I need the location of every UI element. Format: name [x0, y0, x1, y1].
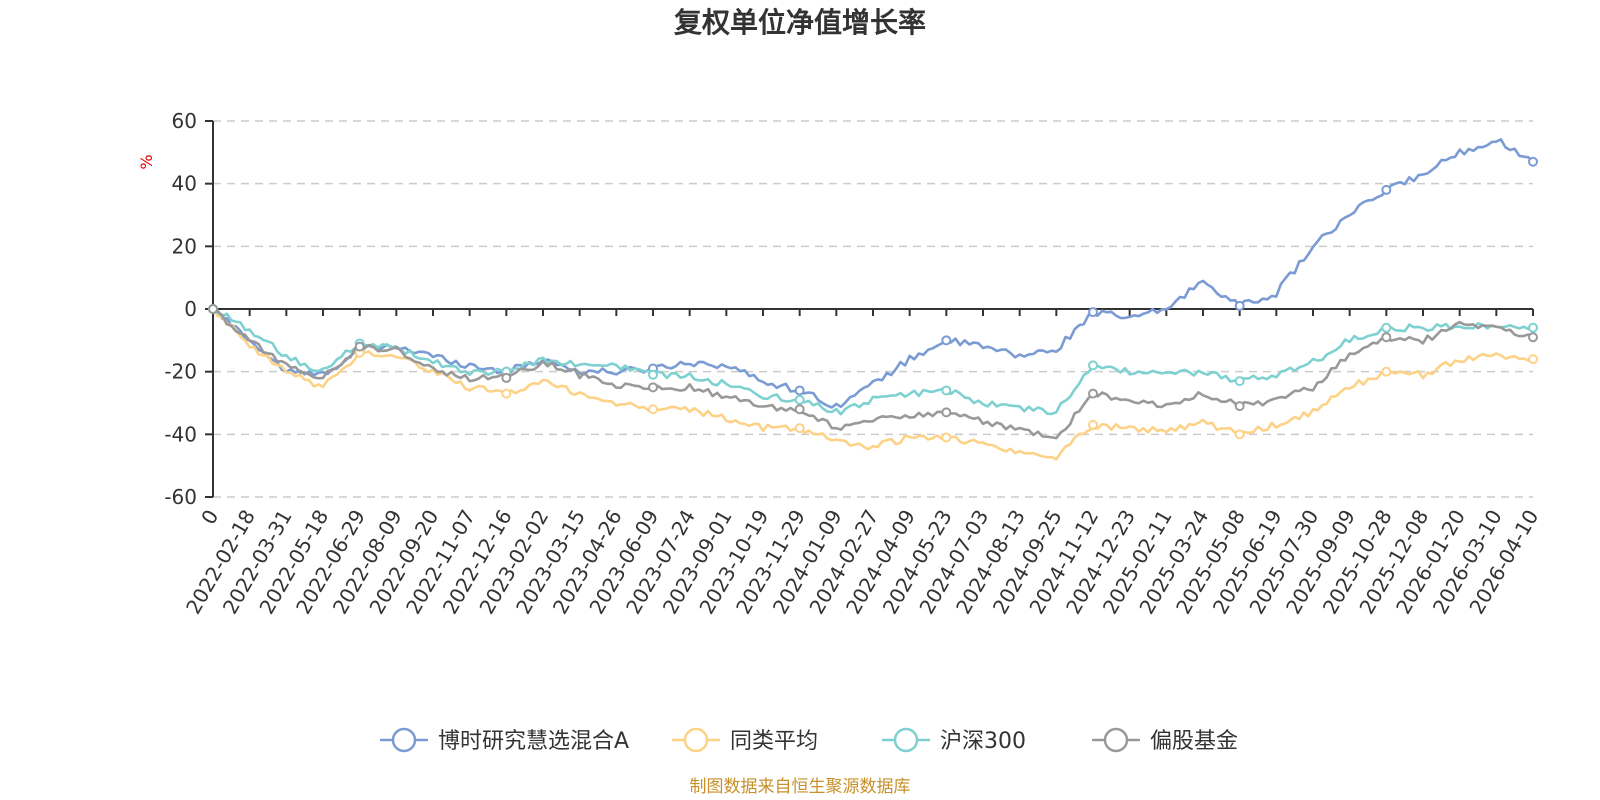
- x-tick-label: 0: [196, 506, 223, 529]
- y-axis-unit: %: [137, 154, 156, 169]
- y-tick-label: 20: [172, 234, 197, 258]
- series-point: [941, 385, 952, 396]
- legend-item[interactable]: 同类平均: [672, 727, 818, 754]
- series-point: [1381, 332, 1392, 343]
- series-line: [212, 138, 1534, 409]
- series-point: [1234, 300, 1245, 311]
- series-point: [941, 407, 952, 418]
- series-point: [1528, 332, 1538, 343]
- legend-label: 沪深300: [940, 729, 1026, 754]
- series-lines: [208, 138, 1538, 461]
- legend-label: 偏股基金: [1150, 729, 1238, 754]
- chart-title: 复权单位净值增长率: [674, 6, 926, 39]
- legend-item[interactable]: 博时研究慧选混合A: [380, 727, 629, 754]
- y-tick-label: 0: [184, 297, 197, 321]
- series-point: [1381, 322, 1392, 333]
- series-point: [1234, 401, 1245, 412]
- y-tick-label: -40: [164, 422, 197, 446]
- series-point: [354, 341, 365, 352]
- series-point: [1088, 360, 1098, 371]
- series-line: [211, 308, 1534, 461]
- legend[interactable]: 博时研究慧选混合A 同类平均 沪深300 偏股基金: [380, 727, 1238, 754]
- y-tick-label: 40: [172, 172, 197, 196]
- series-point: [1381, 184, 1392, 195]
- series-point: [1528, 354, 1538, 365]
- series-point: [648, 404, 658, 415]
- legend-label: 同类平均: [730, 729, 818, 754]
- legend-item[interactable]: 沪深300: [882, 727, 1026, 754]
- series-point: [1088, 388, 1098, 399]
- series-point: [1528, 156, 1538, 167]
- y-tick-label: -20: [164, 360, 197, 384]
- series-point: [1088, 307, 1098, 318]
- legend-marker: [391, 727, 417, 753]
- legend-item[interactable]: 偏股基金: [1092, 727, 1238, 754]
- series-point: [648, 369, 658, 380]
- series-point: [1381, 366, 1392, 377]
- series-point: [501, 372, 512, 383]
- legend-marker: [1103, 727, 1129, 753]
- series-point: [794, 385, 805, 396]
- source-note: 制图数据来自恒生聚源数据库: [690, 777, 911, 797]
- series-point: [1234, 376, 1245, 387]
- y-tick-label: -60: [164, 485, 197, 509]
- series-line: [212, 307, 1534, 416]
- series-line: [212, 307, 1534, 440]
- series-point: [501, 388, 512, 399]
- series-point: [941, 335, 952, 346]
- series-point: [1528, 322, 1538, 333]
- series-point: [648, 382, 658, 393]
- series-point: [208, 304, 218, 314]
- series-point: [794, 394, 805, 405]
- y-axis-ticks: 60 40 20 0 -20 -40 -60: [164, 109, 214, 509]
- y-tick-label: 60: [172, 109, 197, 133]
- series-point: [1088, 419, 1098, 430]
- series-point: [941, 432, 952, 443]
- legend-marker: [683, 727, 709, 753]
- series-point: [794, 423, 805, 434]
- legend-marker: [893, 727, 919, 753]
- legend-label: 博时研究慧选混合A: [438, 729, 629, 754]
- series-point: [794, 404, 805, 415]
- series-point: [1234, 429, 1245, 440]
